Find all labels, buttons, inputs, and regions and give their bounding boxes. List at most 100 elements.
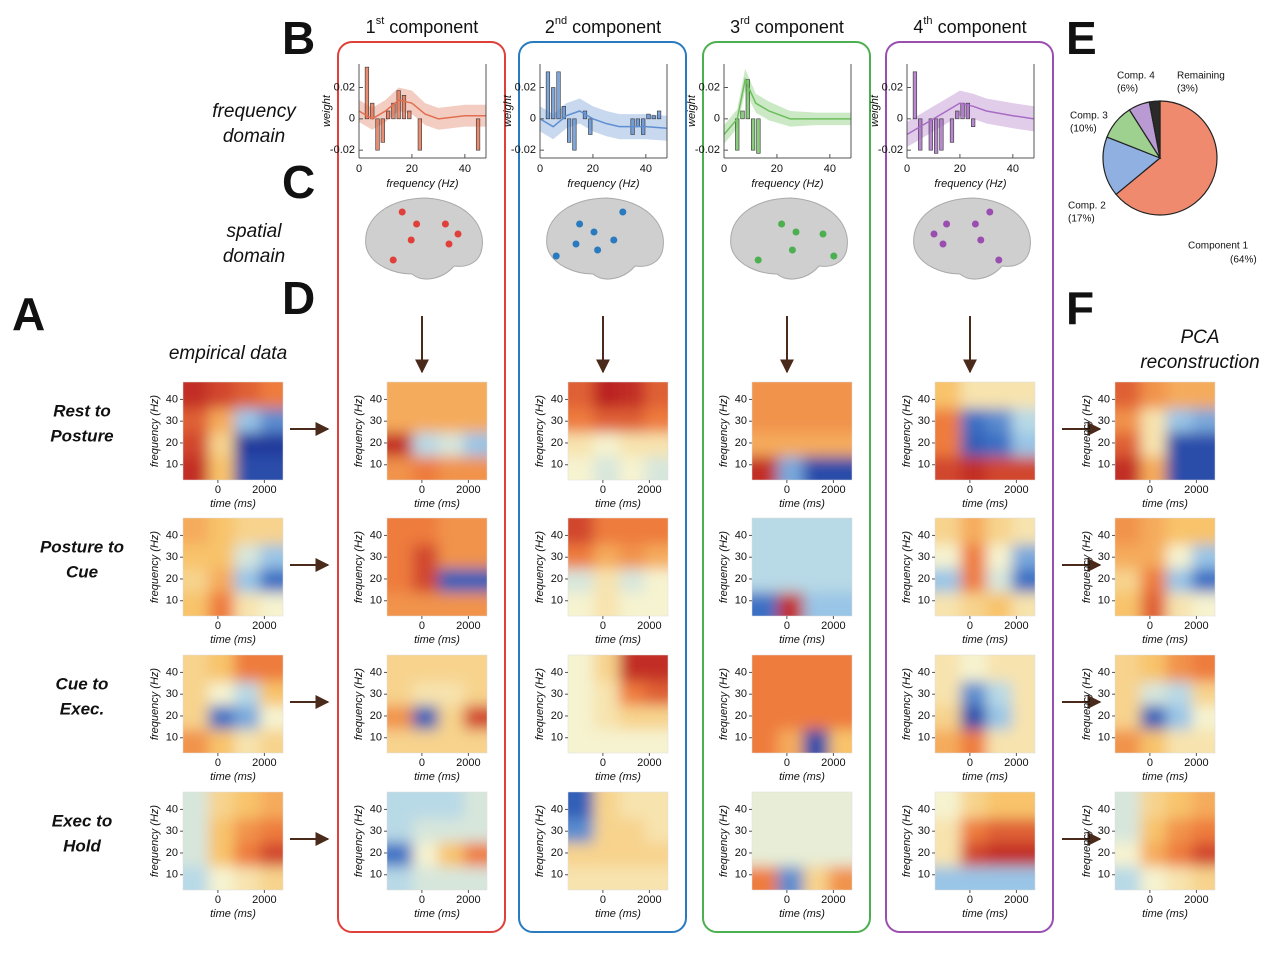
heatmap-cell <box>619 705 646 730</box>
heatmap-cell <box>259 568 283 593</box>
heatmap-cell <box>1166 408 1193 433</box>
bar <box>567 118 572 143</box>
heatmap-cell <box>1166 818 1193 843</box>
heatmap-cell <box>412 518 439 545</box>
heatmap-cell <box>777 729 804 753</box>
bar <box>949 118 955 143</box>
heatmap-cell <box>986 544 1013 569</box>
heatmap-cell <box>935 792 962 819</box>
heatmap-cell <box>463 818 487 843</box>
x-tick-label: 20 <box>406 163 418 175</box>
y-tick-label: 40 <box>918 393 930 405</box>
x-axis-label: time (ms) <box>1142 771 1188 783</box>
y-tick-label: 20 <box>735 847 747 859</box>
heatmap-cell <box>568 729 595 753</box>
heatmap-cell <box>828 544 852 569</box>
y-tick-label: 10 <box>551 459 563 471</box>
mean-line <box>906 102 1035 136</box>
side-label: domain <box>223 246 285 267</box>
heatmap-cell <box>259 655 283 682</box>
row-label: Hold <box>63 836 101 855</box>
row-label: Rest to <box>53 401 111 420</box>
heatmap-cell <box>1011 729 1035 753</box>
x-tick-label: 0 <box>1147 620 1153 632</box>
x-tick-label: 0 <box>419 484 425 496</box>
heatmap-cell <box>438 705 465 730</box>
y-axis-label: frequency (Hz) <box>718 531 730 603</box>
heatmap-cell <box>803 655 830 682</box>
y-axis-label: weight <box>321 94 333 127</box>
heatmap-cell <box>183 382 210 409</box>
heatmap-cell <box>387 408 414 433</box>
heatmap-cell <box>752 568 779 593</box>
bar <box>656 110 662 120</box>
heatmap-cell <box>387 518 414 545</box>
heatmap-cell <box>387 592 414 616</box>
y-tick-label: 30 <box>166 551 178 563</box>
bar <box>960 102 965 120</box>
x-tick-label: 2000 <box>252 620 276 632</box>
heatmap-cell <box>777 544 804 569</box>
y-tick-label: 20 <box>918 710 930 722</box>
x-tick-label: 20 <box>771 163 783 175</box>
x-tick-label: 0 <box>1147 894 1153 906</box>
y-axis-label: frequency (Hz) <box>353 531 365 603</box>
heatmap-cell <box>935 842 962 867</box>
heatmap-cell <box>935 456 962 480</box>
y-tick-label: 20 <box>166 437 178 449</box>
x-tick-label: 0 <box>784 757 790 769</box>
heatmap-cell <box>644 456 668 480</box>
pie-slice <box>1148 100 1161 159</box>
heatmap-cell <box>1166 518 1193 545</box>
heatmap-cell <box>960 681 987 706</box>
heatmap-frame <box>1114 381 1216 481</box>
heatmap-frame <box>386 654 488 754</box>
y-tick-label: 40 <box>370 666 382 678</box>
heatmap-cell <box>183 408 210 433</box>
y-axis-label: frequency (Hz) <box>718 805 730 877</box>
heatmap-cell <box>803 432 830 457</box>
pie-slice <box>1115 100 1218 216</box>
heatmap-cell <box>234 842 261 867</box>
bar <box>651 115 656 120</box>
heatmap-cell <box>568 792 595 819</box>
bar <box>751 118 756 151</box>
heatmap-cells <box>935 655 1035 753</box>
heatmap-cell <box>935 866 962 890</box>
heatmap-cell <box>1011 866 1035 890</box>
electrode <box>594 246 602 254</box>
pie-label: Comp. 2 <box>1068 201 1106 212</box>
heatmap-cell <box>568 456 595 480</box>
heatmap-cell <box>438 544 465 569</box>
heatmap <box>752 382 852 480</box>
y-tick-label: 20 <box>1098 847 1110 859</box>
heatmap-cell <box>986 655 1013 682</box>
heatmap-cell <box>593 729 620 753</box>
heatmap-cells <box>1115 655 1215 753</box>
heatmap-cell <box>208 432 235 457</box>
pie-value-label: (64%) <box>1230 255 1257 266</box>
y-axis-label: frequency (Hz) <box>1081 805 1093 877</box>
x-tick-label: 0 <box>1147 484 1153 496</box>
x-axis-label: time (ms) <box>1142 908 1188 920</box>
heatmap-cell <box>619 842 646 867</box>
electrode <box>792 228 800 236</box>
x-tick-label: 0 <box>967 484 973 496</box>
heatmap-cell <box>463 432 487 457</box>
heatmap-cell <box>1140 818 1167 843</box>
heatmap-cell <box>387 729 414 753</box>
heatmap-cells <box>1115 518 1215 616</box>
x-tick-label: 0 <box>1147 757 1153 769</box>
heatmap-cell <box>593 866 620 890</box>
heatmap-cell <box>593 544 620 569</box>
heatmap-cell <box>463 866 487 890</box>
heatmap-frame <box>1114 654 1216 754</box>
heatmap-cell <box>935 382 962 409</box>
x-tick-label: 2000 <box>1004 894 1028 906</box>
heatmap <box>183 655 283 753</box>
x-tick-label: 20 <box>954 163 966 175</box>
y-axis-label: frequency (Hz) <box>534 805 546 877</box>
x-axis-label: time (ms) <box>210 771 256 783</box>
x-tick-label: 0 <box>600 757 606 769</box>
mean-line <box>358 99 486 120</box>
